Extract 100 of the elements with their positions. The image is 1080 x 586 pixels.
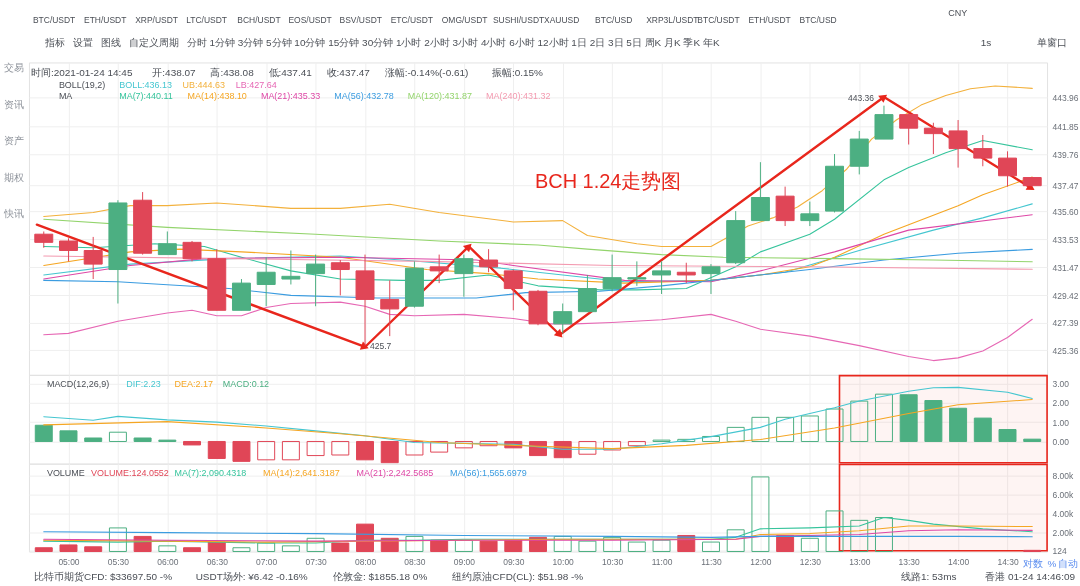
x-tick-label: 13:30	[898, 557, 921, 567]
y-tick-label: 433.53	[1052, 234, 1079, 245]
text: XRP/USDT	[135, 14, 178, 25]
x-tick-label: 14:00	[948, 557, 970, 567]
bar	[603, 440, 622, 451]
bar	[677, 438, 696, 442]
candlestick	[602, 254, 622, 292]
candlestick	[59, 237, 78, 262]
text: LTC/USDT	[186, 14, 228, 25]
candlestick	[553, 303, 573, 334]
x-tick-label: 07:30	[305, 557, 327, 567]
point	[878, 94, 888, 103]
candlestick	[83, 236, 103, 280]
y-tick-label: 3.00	[1052, 379, 1070, 390]
x-tick-label: 12:30	[799, 557, 822, 567]
bar	[306, 440, 325, 457]
bar	[331, 440, 350, 456]
bar	[281, 440, 300, 461]
candlestick	[503, 269, 523, 311]
text: 快讯	[2, 208, 24, 220]
bar	[973, 417, 992, 442]
bar	[430, 539, 449, 553]
bar	[257, 440, 276, 461]
candlestick	[899, 112, 919, 146]
bar	[108, 431, 127, 442]
x-tick-label: 12:00	[750, 557, 772, 567]
line-series	[43, 255, 1033, 270]
line-series	[43, 218, 1033, 263]
text: 纽约原油CFD(CL): $51.98 -%	[452, 571, 584, 583]
text: MA(56):432.78	[334, 91, 394, 102]
text: 线路1: 53ms	[900, 571, 957, 583]
candlestick	[157, 230, 177, 256]
text: 设置	[72, 37, 93, 49]
bar	[800, 415, 819, 442]
y-tick-label: 0.00	[1052, 436, 1070, 447]
bar	[405, 440, 424, 456]
bar	[356, 440, 375, 461]
text: ETH/USDT	[748, 14, 791, 25]
candlestick	[652, 260, 672, 295]
bar	[504, 539, 523, 553]
text: MA(7):2,090.4318	[174, 467, 247, 478]
annotation: 涨幅:-0.14%(-0.61)	[384, 67, 469, 79]
annotation: 开:438.07	[152, 67, 197, 79]
line-series	[43, 301, 1033, 362]
candlestick	[330, 259, 350, 296]
text: DEA:2.17	[174, 378, 213, 389]
bar	[183, 547, 202, 553]
candlestick	[380, 279, 400, 337]
bar	[776, 416, 795, 442]
text: %	[1047, 558, 1057, 570]
bar	[998, 429, 1017, 442]
x-tick-label: 13:00	[849, 557, 871, 567]
candlestick	[256, 256, 276, 307]
bar	[405, 535, 424, 553]
x-tick-label: 09:00	[453, 557, 476, 567]
candlestick	[800, 201, 820, 227]
bar	[34, 547, 53, 553]
x-tick-label: 08:30	[404, 557, 426, 567]
text: OMG/USDT	[441, 14, 488, 25]
bar	[825, 408, 844, 442]
candlestick	[998, 150, 1018, 188]
y-tick-label: 2.00	[1052, 398, 1070, 409]
text: MA(21):2,242.5685	[356, 467, 434, 478]
x-tick-label: 06:00	[157, 557, 179, 567]
bar	[751, 476, 770, 553]
y-tick-label: 8.00k	[1052, 471, 1075, 482]
candlestick	[750, 161, 770, 222]
bar	[183, 440, 202, 446]
candlestick	[948, 119, 968, 169]
text: BTC/USDT	[32, 14, 76, 25]
bar	[158, 545, 177, 553]
text: MA(14):438.10	[187, 91, 247, 102]
line-series	[43, 248, 1033, 299]
legend-title: MACD(12,26,9)	[46, 378, 110, 389]
y-tick-label: 1.00	[1052, 417, 1070, 428]
text: 自定义周期	[128, 37, 179, 49]
candlestick	[429, 254, 449, 284]
point	[462, 243, 472, 253]
annotation: 高:438.08	[210, 67, 255, 79]
text: ETC/USDT	[390, 14, 434, 25]
text: 指标	[43, 37, 65, 49]
line-series	[43, 529, 1033, 542]
text: BTC/USDT	[697, 14, 740, 25]
y-tick-label: 4.00k	[1052, 509, 1075, 520]
x-tick-label: 11:30	[701, 557, 723, 567]
bar	[850, 519, 869, 553]
bar	[1023, 438, 1042, 442]
bar	[430, 440, 449, 453]
text: MA(120):431.87	[407, 91, 473, 102]
annotation: 振幅:0.15%	[491, 67, 544, 79]
x-tick-label: 14:30	[997, 557, 1019, 567]
bar	[84, 546, 103, 553]
y-tick-label: 2.00k	[1052, 528, 1075, 539]
bar	[34, 424, 53, 442]
bar	[479, 440, 498, 447]
candlestick	[973, 134, 993, 167]
text: 自动	[1058, 558, 1079, 570]
text: USDT场外: ¥6.42 -0.16%	[195, 571, 308, 583]
annotation: 低:437.41	[268, 67, 313, 79]
text: MA(21):435.33	[260, 91, 321, 102]
